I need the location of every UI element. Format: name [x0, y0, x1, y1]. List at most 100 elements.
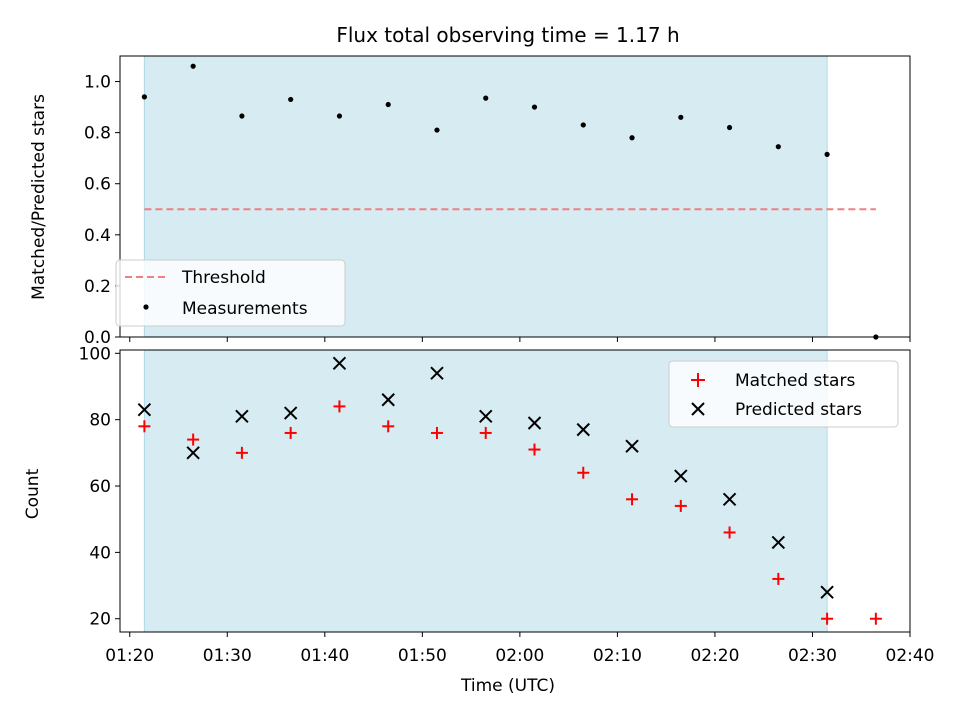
- measurement-point: [434, 127, 440, 133]
- ratio-legend-box: [115, 259, 346, 327]
- matched-legend-swatch: [691, 373, 705, 387]
- matched-star-point: [479, 426, 492, 439]
- x-tick-label: 02:40: [886, 646, 935, 666]
- predicted-star-point: [722, 492, 737, 507]
- predicted-star-point: [674, 469, 688, 483]
- y-tick-label: 100: [79, 344, 111, 364]
- ratio-panel: 0.0 0.2 0.4 0.6 0.8 1.0 Flux total observing …: [29, 23, 911, 348]
- predicted-marker-b: [576, 422, 590, 437]
- predicted-star-point: [430, 366, 444, 380]
- count-legend-box: [668, 360, 899, 428]
- matched-star-point: [528, 443, 541, 456]
- predicted-marker-b: [674, 469, 688, 483]
- predicted-star-point: [137, 403, 152, 417]
- predicted-star-point: [527, 416, 542, 430]
- predicted-marker-b: [137, 403, 152, 417]
- matched-star-point: [869, 612, 882, 625]
- ratio-legend: Threshold Measurements: [115, 259, 346, 327]
- predicted-star-point: [235, 409, 249, 424]
- predicted-marker-b: [235, 409, 249, 424]
- matched-star-point: [674, 499, 687, 512]
- predicted-legend-swatch: [691, 402, 705, 416]
- matched-star-point: [577, 466, 590, 479]
- predicted-marker-b: [722, 492, 737, 507]
- count-panel-ticks: 01:20 01:30 01:40 01:50 02:00 02:10 02:20 02:30…: [79, 344, 935, 666]
- ratio-panel-marks: [141, 63, 879, 340]
- ratio-panel-ticks: 0.0 0.2 0.4 0.6 0.8 1.0: [84, 73, 911, 348]
- matched-star-point: [821, 612, 834, 625]
- x-tick-label: 01:50: [398, 646, 447, 666]
- predicted-star-point: [283, 406, 298, 420]
- predicted-star-point: [186, 446, 200, 460]
- predicted-marker-b: [820, 585, 834, 599]
- matched-star-point: [772, 572, 785, 585]
- x-tick-label: 02:10: [593, 646, 642, 666]
- measurement-point: [824, 151, 830, 157]
- y-tick-label: 0.6: [84, 175, 111, 195]
- threshold-legend-label: Threshold: [181, 268, 266, 288]
- ratio-y-axis-label: Matched/Predicted stars: [29, 94, 49, 300]
- ratio-panel-frame: [119, 55, 911, 338]
- count-panel-frame: [119, 349, 911, 633]
- measurement-point: [726, 124, 733, 131]
- predicted-marker-b: [625, 439, 639, 453]
- chart-title: Flux total observing time = 1.17 h: [336, 23, 679, 47]
- predicted-star-point: [479, 409, 493, 424]
- y-tick-label: 0.2: [84, 277, 111, 297]
- x-tick-label: 02:00: [495, 646, 544, 666]
- predicted-star-point: [820, 585, 834, 599]
- predicted-marker-b: [527, 416, 542, 430]
- predicted-star-point: [625, 439, 639, 453]
- matched-star-point: [333, 400, 346, 413]
- measurement-point: [531, 104, 538, 110]
- measurement-point: [775, 144, 781, 150]
- measurement-point: [141, 94, 147, 100]
- predicted-marker-b: [186, 446, 200, 460]
- x-tick-label: 02:30: [788, 646, 837, 666]
- measurement-point: [678, 114, 684, 120]
- count-panel: 01:20 01:30 01:40 01:50 02:00 02:10 02:20 02:30…: [23, 344, 935, 696]
- matched-star-point: [626, 493, 639, 506]
- measurement-point: [239, 113, 245, 119]
- y-tick-label: 1.0: [84, 73, 111, 93]
- y-tick-label: 80: [89, 411, 111, 431]
- predicted-marker-b: [332, 356, 347, 370]
- measurement-point: [629, 135, 635, 141]
- count-y-axis-label: Count: [23, 468, 43, 519]
- predicted-star-point: [381, 393, 395, 407]
- x-tick-label: 02:20: [690, 646, 739, 666]
- x-tick-label: 01:40: [300, 646, 349, 666]
- predicted-marker-b: [479, 409, 493, 424]
- predicted-marker-b: [771, 535, 786, 550]
- measurements-legend-label: Measurements: [182, 299, 308, 319]
- x-tick-label: 01:30: [203, 646, 252, 666]
- count-legend: Matched stars Predicted stars: [668, 360, 899, 428]
- y-tick-label: 0.8: [84, 124, 111, 144]
- y-tick-label: 0.0: [84, 328, 111, 348]
- y-tick-label: 40: [89, 543, 111, 563]
- matched-star-point: [430, 426, 443, 439]
- measurement-point: [483, 95, 489, 101]
- measurements-legend-swatch: [143, 304, 149, 310]
- predicted-marker-b: [381, 393, 395, 407]
- measurement-point: [288, 96, 294, 103]
- y-tick-label: 20: [89, 610, 111, 630]
- matched-star-point: [235, 446, 248, 459]
- measurement-point: [580, 122, 586, 128]
- matched-star-point: [382, 420, 395, 433]
- matched-star-point: [138, 420, 151, 433]
- predicted-star-point: [332, 356, 347, 370]
- measurement-point: [190, 63, 196, 69]
- predicted-legend-label: Predicted stars: [735, 400, 862, 420]
- matched-legend-label: Matched stars: [735, 371, 855, 391]
- predicted-star-point: [771, 535, 786, 550]
- time-x-axis-label: Time (UTC): [460, 676, 555, 696]
- measurement-point: [385, 101, 391, 108]
- count-panel-marks: [137, 356, 882, 625]
- matched-star-point: [723, 526, 736, 539]
- predicted-marker-b: [283, 406, 298, 420]
- y-tick-label: 60: [89, 477, 111, 497]
- predicted-star-point: [576, 422, 590, 437]
- matched-star-point: [187, 433, 200, 446]
